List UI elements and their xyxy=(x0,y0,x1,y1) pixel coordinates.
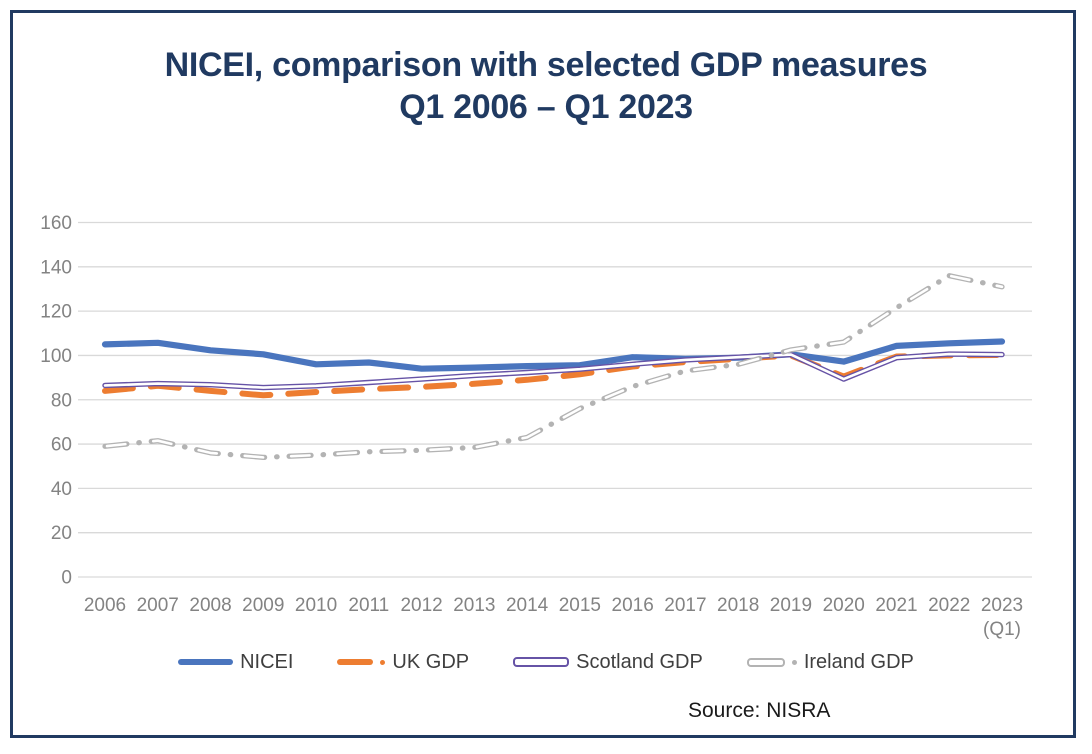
x-axis-tick-label: 2017 xyxy=(664,595,706,616)
x-axis-tick-label: 2021 xyxy=(875,595,917,616)
y-axis-tick-label: 100 xyxy=(40,346,72,367)
legend-label-uk-gdp: UK GDP xyxy=(392,650,470,673)
series-line-uk-gdp xyxy=(102,352,1005,399)
x-axis-q1-suffix-label: (Q1) xyxy=(983,619,1021,640)
chart-title-line1: NICEI, comparison with selected GDP meas… xyxy=(164,46,928,84)
x-axis-tick-label: 2009 xyxy=(242,595,284,616)
x-axis-tick-label: 2023 xyxy=(981,595,1023,616)
x-axis-tick-label: 2012 xyxy=(400,595,442,616)
x-axis-tick-label: 2013 xyxy=(453,595,495,616)
y-axis-tick-label: 140 xyxy=(40,257,72,278)
legend-item-uk-gdp: UK GDP xyxy=(337,651,469,674)
legend-label-scotland-gdp: Scotland GDP xyxy=(576,650,703,673)
x-axis-tick-label: 2018 xyxy=(717,595,759,616)
uk-gdp-dash-swatch xyxy=(337,659,374,665)
ireland-gdp-dot-swatch xyxy=(791,659,797,665)
y-axis-tick-label: 20 xyxy=(51,523,72,544)
legend-item-nicei: NICEI xyxy=(178,651,293,674)
nicei-line-swatch xyxy=(178,659,234,665)
legend-label-nicei: NICEI xyxy=(240,650,294,673)
y-axis-tick-label: 80 xyxy=(51,390,72,411)
y-axis-tick-label: 60 xyxy=(51,435,72,456)
x-axis-tick-label: 2010 xyxy=(295,595,337,616)
uk-gdp-dot-swatch xyxy=(380,659,386,665)
source-credit: Source: NISRA xyxy=(688,699,831,722)
x-axis-tick-label: 2016 xyxy=(612,595,654,616)
chart-title-line2: Q1 2006 – Q1 2023 xyxy=(399,88,693,126)
ireland-gdp-dash-swatch xyxy=(746,657,785,667)
y-axis-tick-label: 160 xyxy=(40,213,72,234)
x-axis-tick-label: 2022 xyxy=(928,595,970,616)
legend-item-scotland-gdp: Scotland GDP xyxy=(513,651,703,674)
x-axis-tick-label: 2008 xyxy=(189,595,231,616)
y-axis-tick-label: 40 xyxy=(51,479,72,500)
x-axis-tick-label: 2006 xyxy=(84,595,126,616)
x-axis-tick-label: 2007 xyxy=(137,595,179,616)
legend-label-ireland-gdp: Ireland GDP xyxy=(803,650,914,673)
y-axis-tick-label: 120 xyxy=(40,302,72,323)
x-axis-tick-label: 2020 xyxy=(823,595,865,616)
y-axis-tick-label: 0 xyxy=(61,568,72,589)
series-line-scotland-gdp-inner xyxy=(103,352,1004,389)
series-line-ireland-gdp-inner xyxy=(103,274,1004,459)
x-axis-tick-label: 2011 xyxy=(348,595,389,616)
x-axis-tick-label: 2015 xyxy=(559,595,601,616)
legend-item-ireland-gdp: Ireland GDP xyxy=(746,650,914,674)
series-line-nicei xyxy=(101,338,1006,372)
chart-title: NICEI, comparison with selected GDP meas… xyxy=(0,44,1092,128)
chart-legend: NICEI UK GDP Scotland GDP Ireland GDP xyxy=(0,646,1092,678)
scotland-gdp-line-swatch xyxy=(513,657,570,667)
x-axis-tick-label: 2019 xyxy=(770,595,812,616)
x-axis-tick-label: 2014 xyxy=(506,595,549,616)
